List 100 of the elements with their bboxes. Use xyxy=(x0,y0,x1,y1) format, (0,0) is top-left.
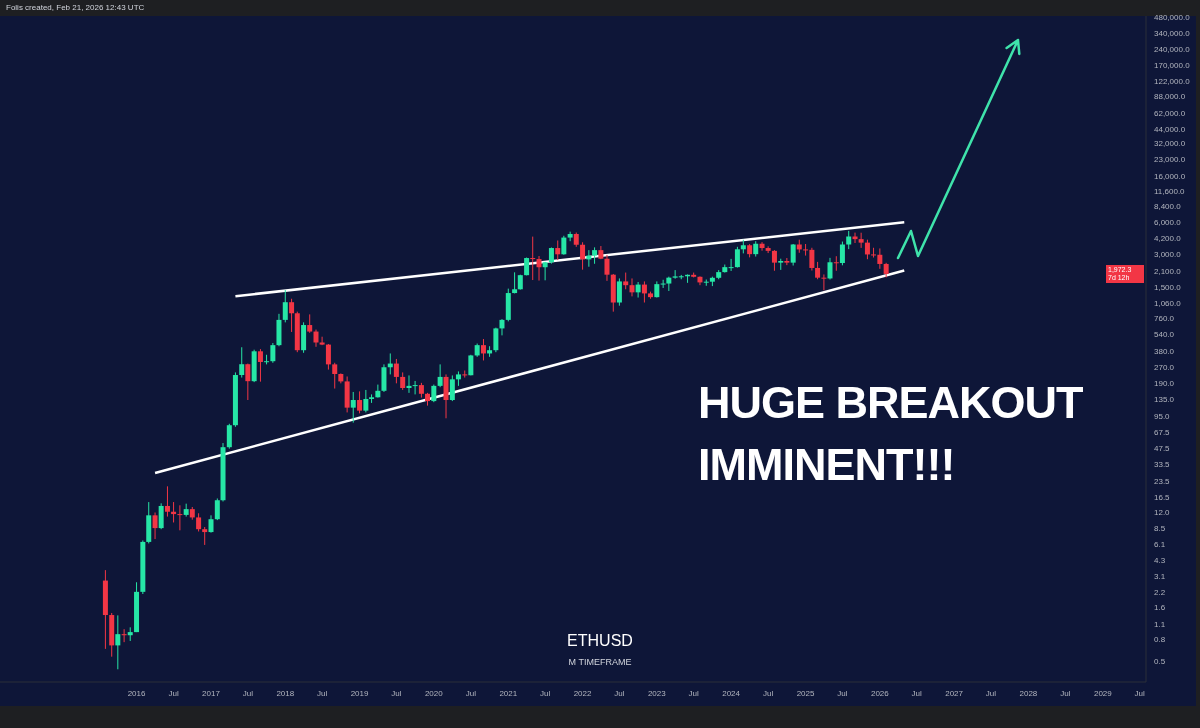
candlestick xyxy=(332,362,338,390)
candlestick xyxy=(635,281,641,299)
candlestick xyxy=(270,342,276,364)
candlestick xyxy=(604,254,610,282)
candlestick xyxy=(393,358,399,384)
candlestick xyxy=(629,277,635,297)
candlestick xyxy=(239,346,245,379)
x-tick-label: 2024 xyxy=(722,688,741,698)
y-tick-label: 3,000.0 xyxy=(1154,250,1182,260)
x-tick-label: Jul xyxy=(688,688,699,698)
candlestick xyxy=(152,512,158,540)
x-tick-label: Jul xyxy=(1134,688,1146,698)
candlestick xyxy=(493,327,499,353)
candlestick xyxy=(499,318,505,336)
y-tick-label: 16.5 xyxy=(1154,493,1171,503)
candlestick xyxy=(839,241,845,266)
y-tick-label: 1,500.0 xyxy=(1154,282,1182,292)
y-tick-label: 0.5 xyxy=(1154,656,1166,666)
candlestick xyxy=(158,502,164,530)
candlestick xyxy=(827,257,833,281)
y-tick-label: 3.1 xyxy=(1154,571,1166,581)
candlestick xyxy=(728,258,734,272)
candlestick xyxy=(412,380,418,395)
candlestick xyxy=(115,614,121,670)
y-tick-label: 4.3 xyxy=(1154,556,1166,566)
y-tick-label: 380.0 xyxy=(1154,346,1175,356)
y-tick-label: 95.0 xyxy=(1154,411,1171,421)
annotation: HUGE BREAKOUT IMMINENT!!! xyxy=(698,376,1084,492)
candlestick xyxy=(196,512,202,532)
y-tick-label: 47.5 xyxy=(1154,444,1171,454)
x-tick-label: 2029 xyxy=(1093,688,1113,698)
candlestick xyxy=(864,239,870,260)
x-tick-label: Jul xyxy=(1060,688,1071,698)
y-tick-label: 1.1 xyxy=(1154,620,1166,630)
candlestick xyxy=(530,236,536,281)
candlestick xyxy=(282,289,288,323)
y-tick-label: 170,000.0 xyxy=(1154,61,1191,71)
y-tick-label: 0.8 xyxy=(1154,634,1166,644)
x-tick-label: Jul xyxy=(911,688,923,698)
candlestick xyxy=(555,240,561,261)
x-tick-label: 2020 xyxy=(424,688,444,698)
x-tick-label: 2026 xyxy=(870,688,890,698)
x-tick-label: 2019 xyxy=(350,688,369,698)
candlestick xyxy=(214,497,220,521)
x-tick-label: Jul xyxy=(242,688,254,698)
x-tick-label: Jul xyxy=(540,688,551,698)
candlestick xyxy=(375,384,381,399)
candlestick xyxy=(245,363,251,401)
x-tick-label: Jul xyxy=(391,688,402,698)
y-tick-label: 62,000.0 xyxy=(1154,108,1186,118)
y-tick-label: 44,000.0 xyxy=(1154,124,1186,134)
y-tick-label: 1,060.0 xyxy=(1154,298,1182,308)
candlestick xyxy=(771,249,777,272)
text: M TIMEFRAME xyxy=(567,657,633,667)
candlestick xyxy=(833,255,839,272)
candlestick xyxy=(877,247,883,270)
candlestick xyxy=(858,232,864,249)
y-tick-label: 23.5 xyxy=(1154,476,1171,486)
x-tick-label: Jul xyxy=(168,688,179,698)
y-tick-label: 32,000.0 xyxy=(1154,139,1186,149)
candlestick xyxy=(734,246,740,269)
candlestick xyxy=(437,363,443,388)
candlestick xyxy=(350,391,356,424)
y-tick-label: 760.0 xyxy=(1154,314,1175,324)
y-tick-label: 88,000.0 xyxy=(1154,92,1186,102)
candlestick xyxy=(406,374,412,394)
x-tick-label: 2018 xyxy=(276,688,295,698)
y-tick-label: 8,400.0 xyxy=(1154,201,1182,211)
y-tick-label: 4,200.0 xyxy=(1154,234,1182,244)
y-tick-label: 2,100.0 xyxy=(1154,266,1182,276)
candlestick xyxy=(846,230,852,250)
y-tick-label: 1.6 xyxy=(1154,602,1166,612)
y-tick-label: 33.5 xyxy=(1154,460,1171,470)
candlestick xyxy=(226,423,232,450)
y-tick-label: 135.0 xyxy=(1154,395,1175,405)
candlestick xyxy=(765,245,771,254)
text: ETHUSD xyxy=(566,632,634,650)
y-tick-label: 8.5 xyxy=(1154,524,1166,534)
x-tick-label: Jul xyxy=(837,688,848,698)
candlestick xyxy=(660,279,666,289)
candlestick xyxy=(325,343,331,371)
y-tick-label: 23,000.0 xyxy=(1154,154,1186,164)
candlestick xyxy=(177,504,183,531)
candlestick xyxy=(821,273,827,291)
candlestick xyxy=(641,280,647,304)
x-tick-label: 2023 xyxy=(647,688,667,698)
candlestick xyxy=(536,255,542,282)
x-tick-label: 2021 xyxy=(499,688,518,698)
y-tick-label: 11,600.0 xyxy=(1154,186,1186,196)
candlestick xyxy=(852,232,858,244)
candlestick xyxy=(616,277,622,307)
candlestick xyxy=(443,373,449,419)
candlestick xyxy=(784,257,790,266)
candlestick xyxy=(363,389,369,413)
candlestick xyxy=(164,485,170,518)
candlestick xyxy=(381,363,387,393)
x-tick-label: Jul xyxy=(763,688,774,698)
x-tick-label: 2025 xyxy=(796,688,816,698)
x-tick-label: Jul xyxy=(985,688,997,698)
candlestick xyxy=(319,336,325,346)
